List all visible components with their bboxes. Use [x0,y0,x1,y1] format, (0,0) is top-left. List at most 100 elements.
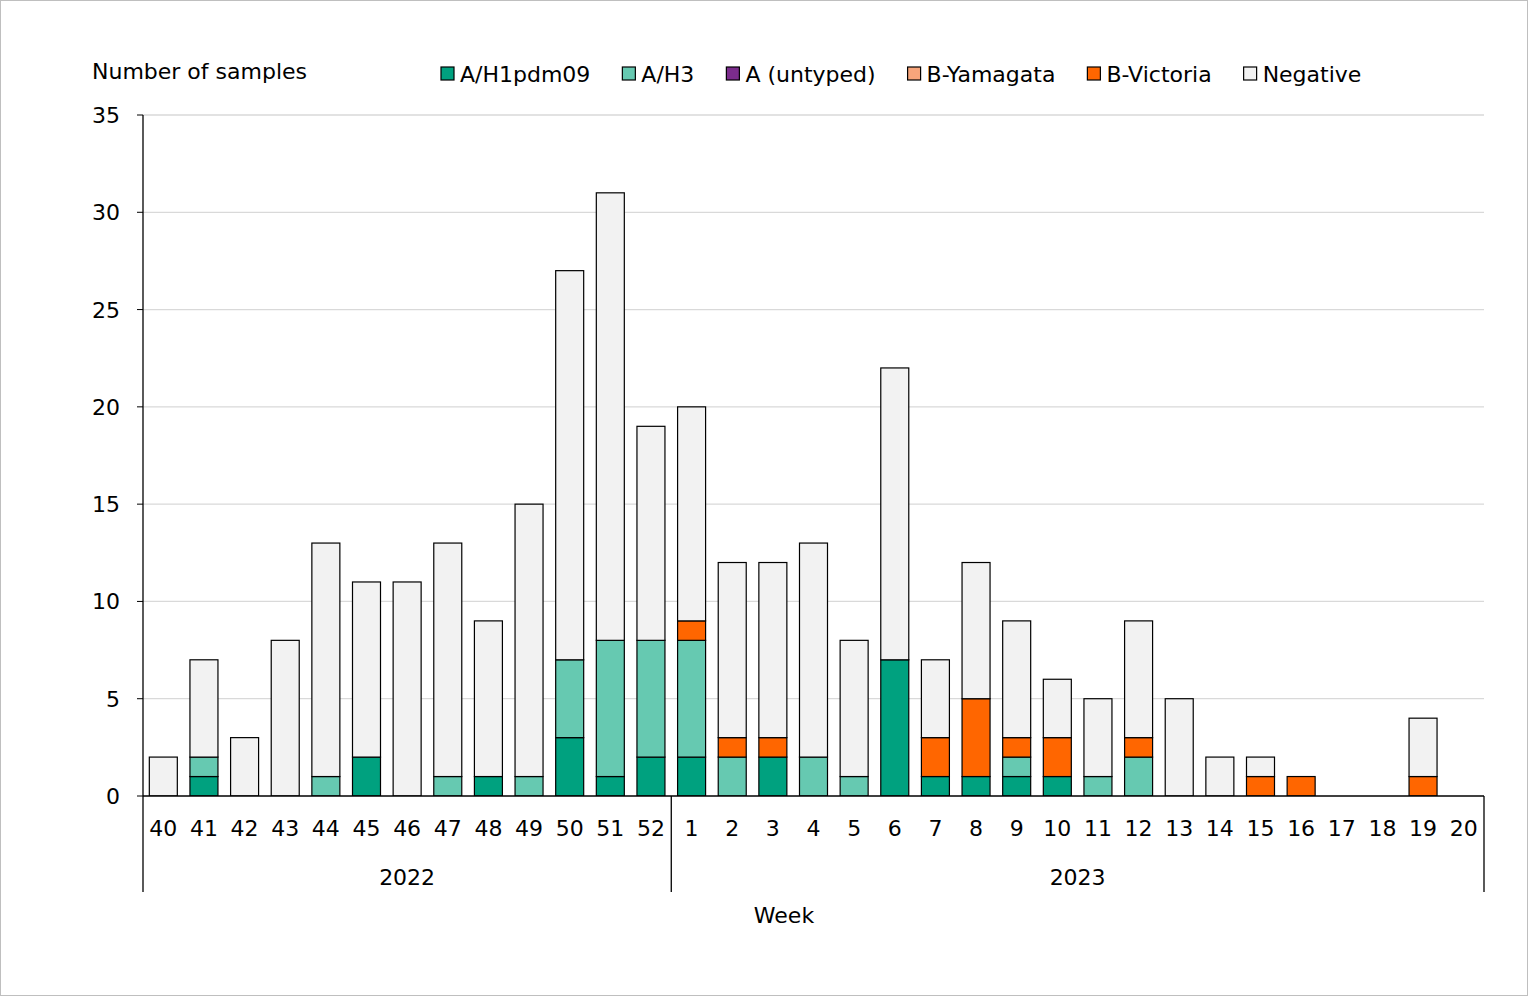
bar-segment [921,660,949,738]
tick-label: 48 [474,816,502,841]
bar-segment [718,757,746,796]
grid-line [143,114,1484,115]
tick-label: 12 [1125,816,1153,841]
bar-segment [1247,757,1275,776]
bar-segment [556,738,584,796]
tick-label: 5 [847,816,861,841]
tick-label: 7 [928,816,942,841]
bar-segment [678,621,706,640]
bar-segment [190,777,218,796]
chart: 0510152025303540414243444546474849505152… [0,0,1528,996]
bar-segment [1084,699,1112,777]
bar-segment [800,543,828,757]
legend-label: A (untyped) [745,62,875,87]
tick-label: 19 [1409,816,1437,841]
legend-label: B-Victoria [1106,62,1211,87]
bar-segment [190,660,218,757]
x-axis [143,795,1484,796]
tick-label: 17 [1328,816,1356,841]
bar-segment [1125,757,1153,796]
bar-segment [1043,777,1071,796]
bar-segment [637,426,665,640]
tick [137,212,143,213]
bar-segment [1003,621,1031,738]
bar-segment [271,640,299,796]
tick-label: 5 [106,687,120,712]
bar-segment [190,757,218,776]
y-axis [142,115,143,796]
tick-label: 11 [1084,816,1112,841]
bar-segment [840,777,868,796]
group-label: 2023 [1050,865,1106,890]
bar-segment [1409,777,1437,796]
legend-swatch [908,67,921,80]
tick-label: 15 [92,492,120,517]
tick-label: 10 [1043,816,1071,841]
bar-segment [678,640,706,757]
grid-line [143,406,1484,407]
bar-segment [1003,738,1031,757]
bar-segment [1043,738,1071,777]
tick [137,115,143,116]
bar-segment [474,777,502,796]
legend-label: B-Yamagata [927,62,1056,87]
tick-label: 44 [312,816,340,841]
bar-segment [1003,757,1031,776]
tick-label: 20 [92,395,120,420]
grid-line [143,309,1484,310]
bar-segment [556,660,584,738]
tick-label: 49 [515,816,543,841]
bar-segment [515,777,543,796]
bar-segment [759,757,787,796]
tick-label: 41 [190,816,218,841]
bar-segment [1287,776,1315,777]
grid-line [143,503,1484,504]
tick-label: 43 [271,816,299,841]
tick-label: 6 [888,816,902,841]
bar-segment [1287,777,1315,796]
bar-segment [962,777,990,796]
tick-label: 42 [231,816,259,841]
tick-label: 18 [1368,816,1396,841]
bar-segment [718,563,746,738]
group-separator [671,796,672,892]
tick-label: 1 [685,816,699,841]
tick-label: 16 [1287,816,1315,841]
bar-segment [881,368,909,660]
bar-segment [1165,699,1193,796]
tick-label: 30 [92,200,120,225]
group-label: 2022 [379,865,435,890]
bar-segment [759,738,787,757]
tick [137,504,143,505]
bar-segment [881,660,909,796]
bar-segment [596,193,624,641]
legend-swatch [1244,67,1257,80]
bar-segment [1003,777,1031,796]
tick [137,601,143,602]
tick-label: 2 [725,816,739,841]
group-separator [1483,796,1484,892]
group-separator [142,796,143,892]
bar-segment [962,699,990,777]
x-axis-title: Week [754,903,815,928]
bar-segment [759,563,787,738]
legend-label: A/H1pdm09 [460,62,590,87]
bars [149,193,1437,796]
bar-segment [515,504,543,776]
tick-label: 51 [596,816,624,841]
tick-label: 3 [766,816,780,841]
tick-label: 47 [434,816,462,841]
legend-swatch [622,67,635,80]
tick-label: 8 [969,816,983,841]
bar-segment [962,563,990,699]
bar-segment [718,738,746,757]
tick-label: 45 [353,816,381,841]
bar-segment [353,582,381,757]
bar-segment [474,621,502,777]
tick [137,796,143,797]
bar-segment [434,543,462,776]
bar-segment [921,777,949,796]
bar-segment [312,777,340,796]
bar-segment [840,640,868,776]
legend-swatch [1087,67,1100,80]
